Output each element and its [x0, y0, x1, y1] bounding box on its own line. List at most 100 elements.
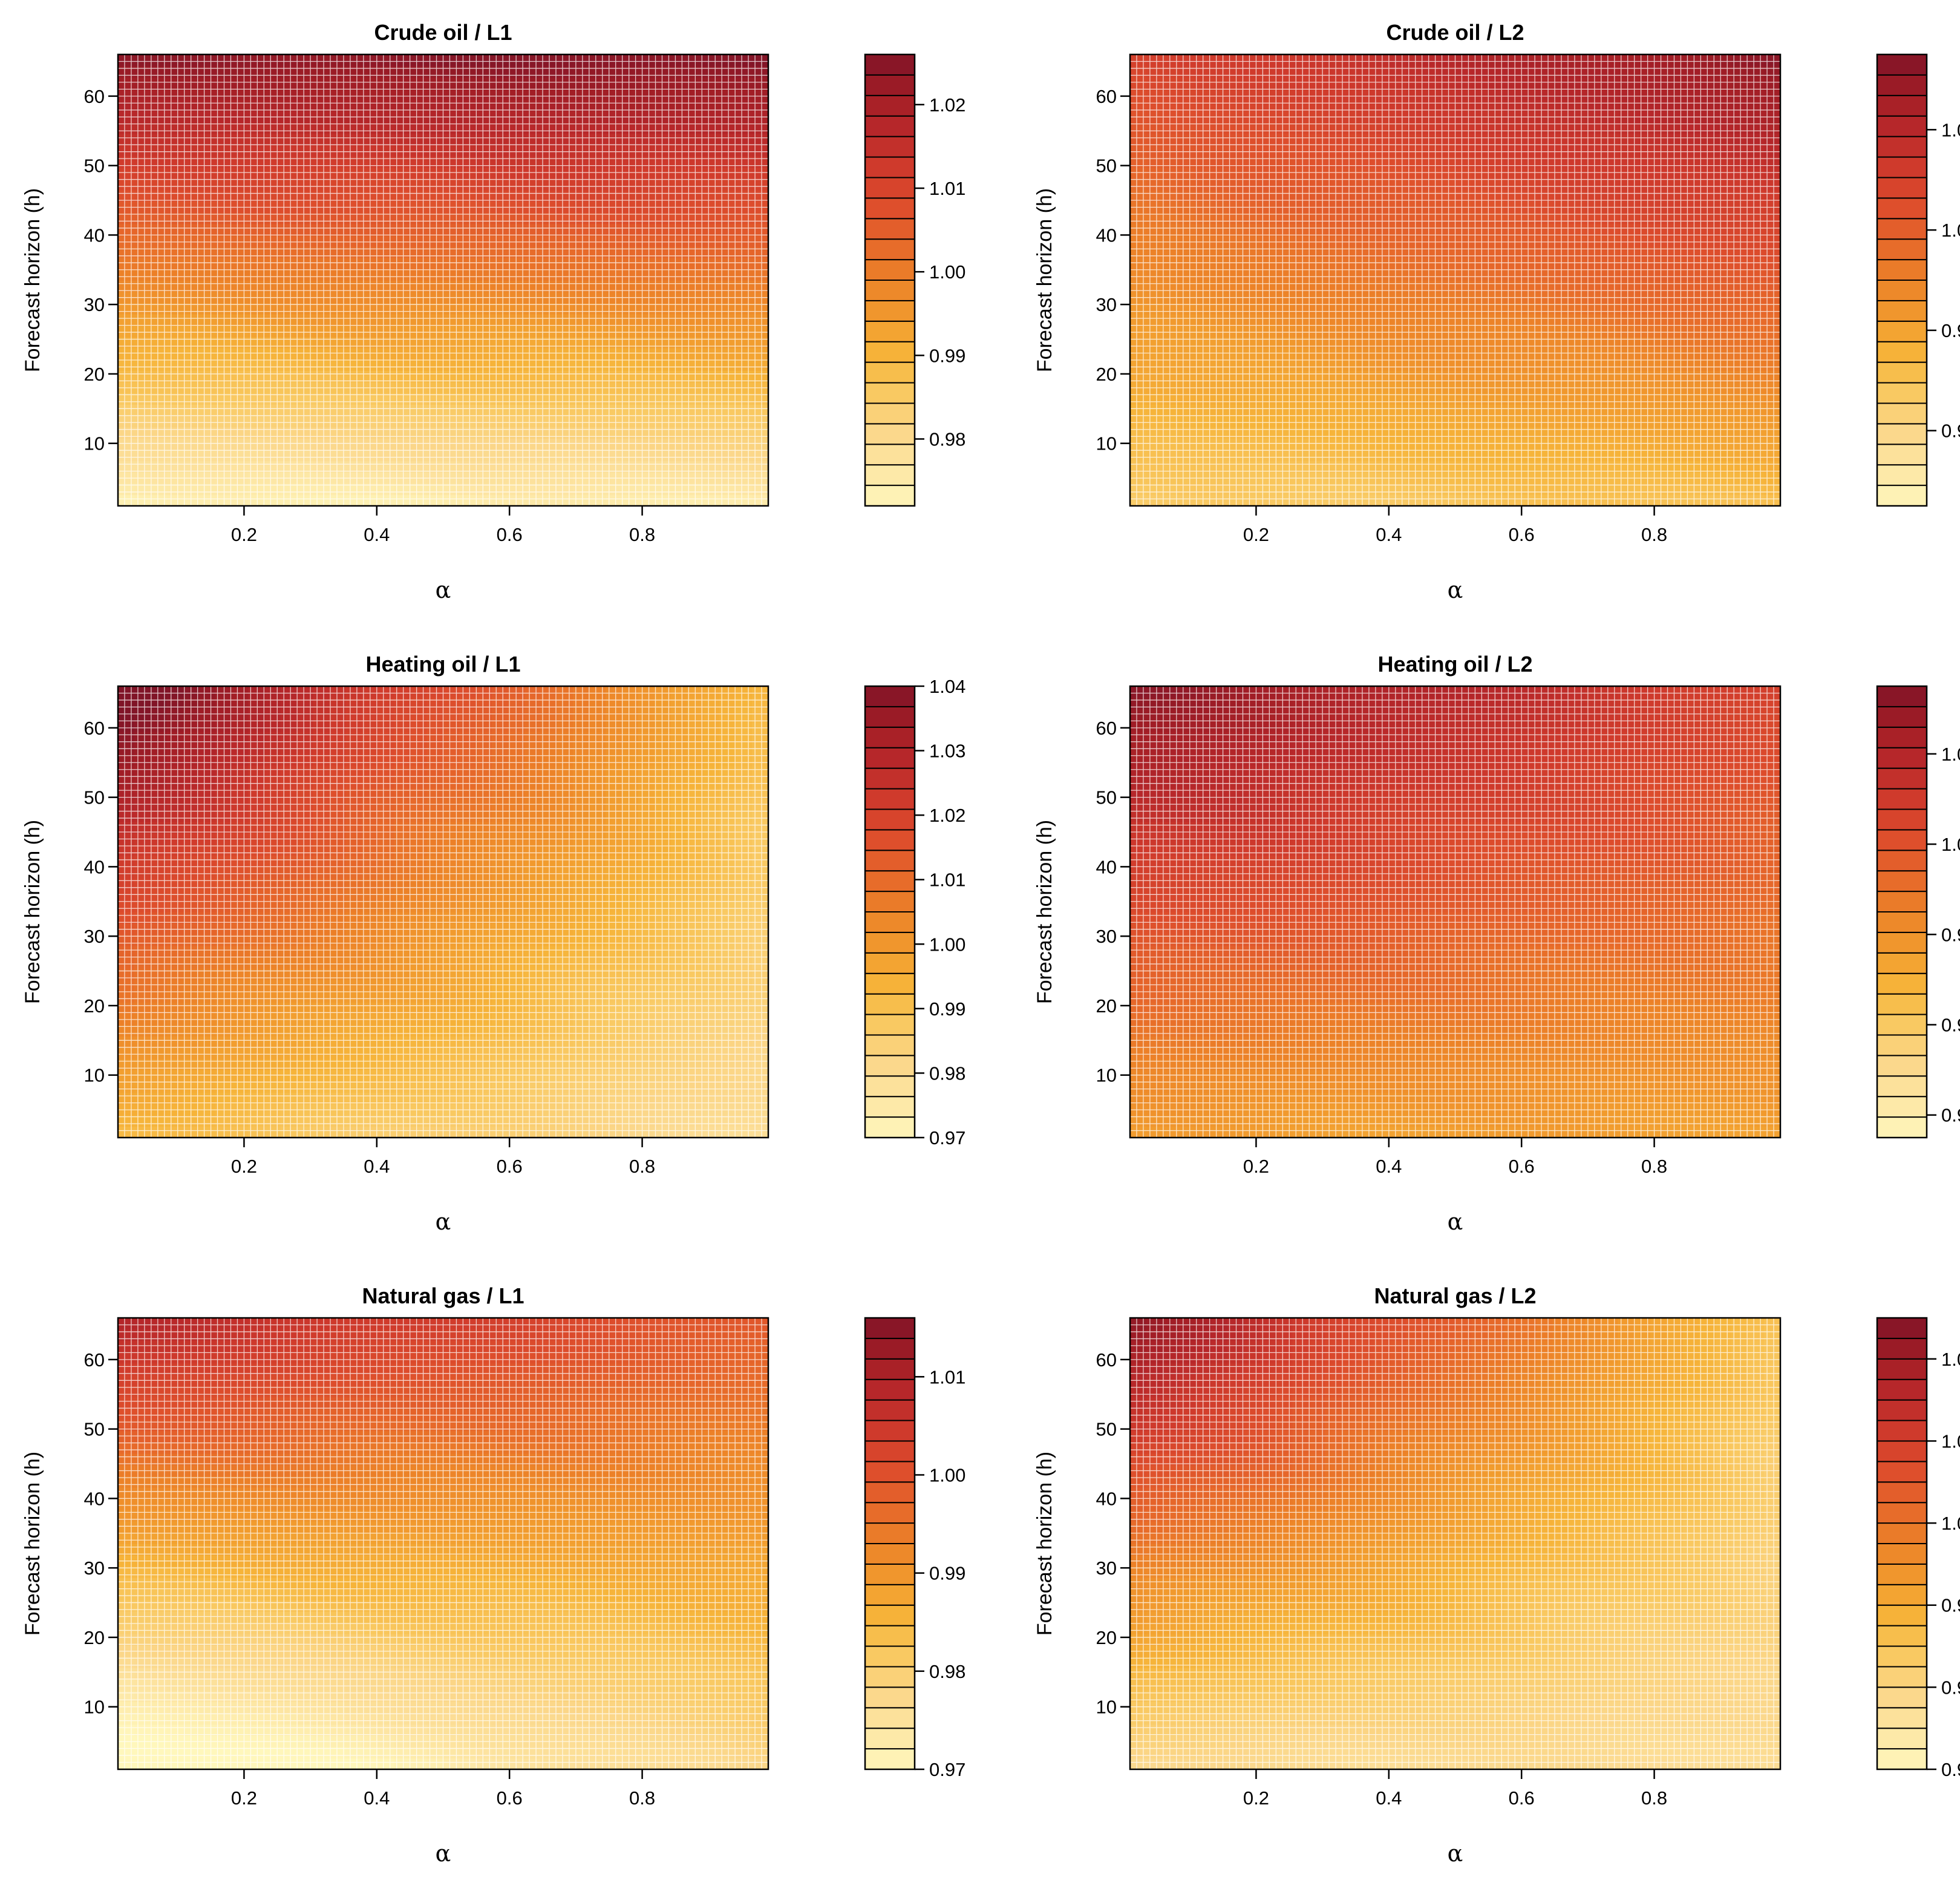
panel-2-cell: [1748, 404, 1765, 416]
panel-3-cell: [199, 765, 217, 777]
panel-2-cell: [1325, 494, 1342, 506]
panel-2-cell: [1406, 347, 1423, 360]
panel-1-cell: [622, 269, 639, 281]
panel-3-cell: [183, 945, 200, 958]
panel-1-cell: [118, 77, 135, 89]
panel-2-cell: [1601, 156, 1619, 168]
panel-2-cell: [1504, 145, 1521, 157]
panel-3-cell: [394, 821, 411, 834]
panel-1-cell: [703, 167, 720, 179]
panel-3-cell: [183, 855, 200, 868]
panel-3-cell: [313, 1081, 330, 1093]
panel-3-cell: [394, 900, 411, 912]
panel-1-cell: [589, 269, 607, 281]
panel-3-cell: [573, 810, 590, 822]
panel-1-cell: [199, 347, 217, 360]
panel-1-cell: [573, 280, 590, 292]
panel-2-cell: [1455, 325, 1472, 338]
panel-1-cell: [443, 156, 460, 168]
panel-2-cell: [1260, 494, 1277, 506]
panel-3-cell: [248, 1036, 265, 1048]
panel-2-cell: [1585, 145, 1602, 157]
panel-2-cell: [1488, 280, 1504, 292]
panel-2-colorbar-band: [1877, 464, 1927, 486]
panel-1-cell: [426, 280, 444, 292]
panel-1-cell: [638, 313, 655, 326]
panel-2-cell: [1422, 336, 1440, 349]
panel-2-cell: [1634, 54, 1651, 67]
panel-3-cell: [410, 1002, 428, 1014]
panel-3-cell: [508, 1081, 525, 1093]
panel-2-cell: [1569, 145, 1586, 157]
panel-2-cell: [1731, 359, 1749, 371]
panel-1-cell: [426, 223, 444, 236]
panel-1-cell: [199, 99, 217, 112]
panel-2-cell: [1569, 325, 1586, 338]
panel-2-cell: [1618, 449, 1635, 462]
panel-1-cell: [280, 223, 298, 236]
panel-1-cell: [492, 145, 509, 157]
panel-2-cell: [1601, 494, 1619, 506]
panel-2-plot-frame: [1129, 53, 1782, 507]
panel-1-cell: [296, 269, 314, 281]
panel-3-cell: [638, 821, 655, 834]
panel-3-cell: [524, 968, 541, 980]
panel-2-cell: [1357, 359, 1374, 371]
panel-2-cell: [1650, 438, 1667, 450]
panel-2-cell: [1341, 269, 1359, 281]
panel-3-cell: [573, 1126, 590, 1138]
panel-1-cell: [557, 336, 574, 349]
panel-3-cell: [345, 799, 362, 811]
panel-2-cell: [1666, 460, 1684, 473]
panel-3-cell: [118, 1092, 135, 1104]
panel-1-cell: [118, 347, 135, 360]
panel-1-cell: [118, 449, 135, 462]
panel-3-cell: [410, 799, 428, 811]
panel-3-cell: [280, 1092, 298, 1104]
panel-1-cell: [573, 449, 590, 462]
panel-3-cell: [443, 945, 460, 958]
panel-3-cell: [199, 1126, 217, 1138]
panel-1-cell: [557, 359, 574, 371]
panel-3-cell: [264, 991, 281, 1003]
panel-2-cell: [1715, 54, 1733, 67]
panel-1-cell: [199, 336, 217, 349]
panel-3-cell: [557, 878, 574, 890]
panel-2-cell: [1146, 246, 1163, 258]
panel-1-cell: [248, 438, 265, 450]
panel-2-cell: [1162, 347, 1180, 360]
panel-1-cell: [426, 359, 444, 371]
panel-3-cell: [524, 799, 541, 811]
panel-2-cell: [1682, 99, 1700, 112]
panel-2-cell: [1162, 404, 1180, 416]
panel-2-cell: [1406, 280, 1423, 292]
panel-3-cell: [296, 979, 314, 992]
panel-2-cell: [1325, 438, 1342, 450]
panel-1-cell: [459, 449, 477, 462]
panel-2-cell: [1162, 77, 1180, 89]
panel-1-cell: [492, 359, 509, 371]
panel-2-cell: [1244, 156, 1261, 168]
panel-1-cell: [183, 145, 200, 157]
panel-3-cell: [524, 900, 541, 912]
panel-1-cell: [150, 494, 168, 506]
panel-3-cell: [394, 855, 411, 868]
panel-2-cell: [1682, 449, 1700, 462]
panel-3-cell: [589, 912, 607, 924]
panel-3-cell: [134, 1002, 151, 1014]
panel-1-cell: [719, 145, 737, 157]
panel-3-cell: [426, 945, 444, 958]
panel-1-colorbar-band: [864, 300, 915, 322]
panel-1-cell: [426, 460, 444, 473]
panel-3-cell: [524, 957, 541, 969]
panel-1-cell: [654, 167, 671, 179]
panel-2-cell: [1130, 494, 1147, 506]
panel-3-cell: [606, 957, 622, 969]
panel-2-cell: [1634, 336, 1651, 349]
panel-1-cell: [199, 246, 217, 258]
panel-3-cell: [426, 979, 444, 992]
panel-2-cell: [1146, 65, 1163, 78]
panel-3-cell: [134, 821, 151, 834]
panel-3-cell: [638, 1058, 655, 1070]
panel-2-cell: [1130, 427, 1147, 439]
